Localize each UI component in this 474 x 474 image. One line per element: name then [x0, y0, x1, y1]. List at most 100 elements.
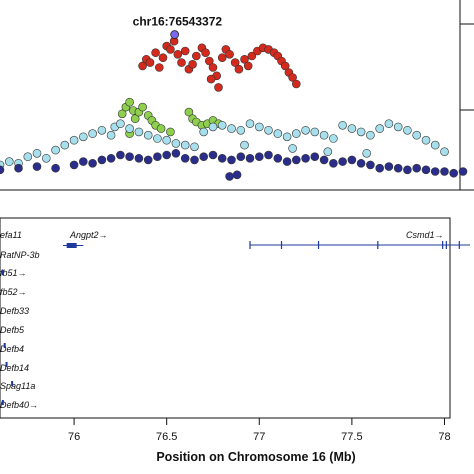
data-point-lightblue: [288, 144, 297, 153]
data-point-red: [240, 54, 249, 64]
gene-tick: [5, 362, 8, 367]
gene-label-angpt2: Angpt2→: [69, 230, 108, 240]
scatter-points: [0, 36, 468, 181]
data-point-darkblue: [440, 167, 449, 176]
data-point-red: [180, 46, 190, 56]
data-point-lightblue: [180, 140, 190, 150]
gene-label-ratnp-3b: RatNP-3b: [0, 250, 40, 260]
data-point-green: [156, 124, 166, 133]
data-point-darkblue: [32, 162, 42, 171]
data-point-darkblue: [393, 163, 403, 173]
x-tick-label: 78: [438, 431, 450, 443]
data-point-lightblue: [384, 119, 394, 128]
data-point-darkblue: [338, 157, 347, 166]
data-point-darkblue: [301, 154, 310, 163]
data-point-lightblue: [366, 130, 375, 140]
data-point-red: [192, 51, 201, 61]
legend-box: [459, 23, 474, 111]
data-point-lightblue: [291, 129, 301, 138]
gene-tick: [1, 400, 4, 405]
data-point-green: [138, 102, 147, 112]
data-point-darkblue: [458, 167, 468, 176]
data-point-red: [243, 61, 253, 71]
data-point-lightblue: [240, 140, 249, 150]
gene-label-defb40: Defb40→: [0, 400, 38, 410]
x-axis: 76 76.5 77 77.5 78: [0, 417, 451, 443]
data-point-lightblue: [393, 122, 403, 132]
gene-label-defb4: Defb4: [0, 344, 24, 354]
gene-label-defa11: efa11: [0, 230, 22, 240]
data-point-lightblue: [106, 130, 116, 140]
gene-label-csmd1: Csmd1→: [406, 230, 444, 240]
gene-label-spag11a: Spag11a: [0, 381, 35, 391]
data-point-lightblue: [79, 132, 88, 142]
data-point-lightblue: [319, 130, 329, 140]
data-point-red: [291, 79, 301, 89]
data-point-lightblue: [282, 132, 292, 142]
data-point-darkblue: [190, 155, 199, 165]
data-point-lightblue: [403, 126, 412, 135]
data-point-darkblue: [116, 150, 125, 160]
data-point-red: [201, 48, 210, 58]
data-point-lightblue: [323, 147, 333, 156]
data-point-darkblue: [125, 152, 134, 161]
data-point-darkblue: [254, 152, 264, 161]
data-point-lightblue: [412, 130, 422, 140]
data-point-green: [125, 97, 134, 107]
data-point-lightblue: [97, 126, 107, 135]
data-point-lightblue: [375, 124, 385, 133]
data-point-lightblue: [217, 121, 227, 130]
data-point-red: [145, 58, 155, 67]
data-point-red: [230, 58, 240, 67]
data-point-red: [206, 74, 216, 84]
data-point-darkblue: [356, 159, 366, 168]
data-point-darkblue: [199, 152, 208, 161]
data-point-lightblue: [60, 140, 70, 150]
data-point-darkblue: [0, 165, 5, 175]
data-point-lightblue: [116, 119, 125, 128]
data-point-lightblue: [51, 145, 60, 155]
x-axis-title: Position on Chromosome 16 (Mb): [156, 450, 355, 464]
x-tick-label: 76: [68, 431, 80, 443]
data-point-lightblue: [143, 130, 153, 140]
data-point-darkblue: [180, 154, 190, 163]
data-point-lightblue: [245, 119, 255, 128]
gene-tick: [11, 381, 14, 386]
lead-snp-point: [170, 30, 180, 39]
data-point-lightblue: [227, 124, 236, 133]
data-point-lightblue: [310, 127, 320, 137]
data-point-darkblue: [291, 155, 301, 165]
gene-label-defb5: Defb5: [0, 325, 25, 335]
data-point-lightblue: [347, 124, 357, 133]
data-point-red: [205, 56, 214, 66]
data-point-lightblue: [69, 135, 79, 145]
data-point-green: [166, 127, 175, 137]
data-point-darkblue: [106, 154, 116, 163]
data-point-red: [151, 48, 160, 58]
data-point-lightblue: [421, 135, 431, 145]
data-point-darkblue: [227, 155, 236, 165]
data-point-darkblue: [88, 159, 97, 168]
data-point-lightblue: [236, 126, 246, 135]
data-point-red: [280, 61, 290, 71]
data-point-lightblue: [171, 139, 181, 148]
gene-label-defb14: Defb14: [0, 363, 29, 373]
data-point-lightblue: [440, 147, 449, 156]
data-point-darkblue: [162, 150, 171, 160]
data-point-green: [184, 107, 194, 117]
data-point-lightblue: [301, 126, 310, 135]
data-point-lightblue: [88, 129, 97, 138]
data-point-red: [188, 60, 197, 69]
data-point-darkblue: [412, 163, 422, 173]
data-point-lightblue: [41, 154, 51, 163]
data-point-lightblue: [338, 121, 347, 130]
gene-track: efa11 Angpt2→ Csmd1→ RatNP-3b fb51→ fb52→ Defb…: [0, 230, 470, 410]
data-point-lightblue: [362, 149, 372, 158]
gene-tick: [3, 343, 6, 348]
data-point-lightblue: [153, 134, 162, 143]
data-point-darkblue: [236, 152, 246, 161]
data-point-red: [217, 53, 227, 63]
data-point-red: [234, 64, 244, 74]
data-point-lightblue: [5, 157, 14, 166]
data-point-darkblue: [430, 167, 440, 176]
